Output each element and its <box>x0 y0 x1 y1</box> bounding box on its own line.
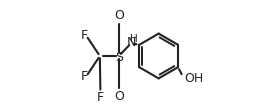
Text: OH: OH <box>184 72 203 85</box>
Text: O: O <box>114 90 124 103</box>
Text: F: F <box>81 29 88 42</box>
Text: F: F <box>97 91 104 104</box>
Text: H: H <box>131 34 138 44</box>
Text: S: S <box>115 51 123 64</box>
Text: N: N <box>126 36 136 48</box>
Text: O: O <box>114 9 124 22</box>
Text: F: F <box>81 70 88 83</box>
